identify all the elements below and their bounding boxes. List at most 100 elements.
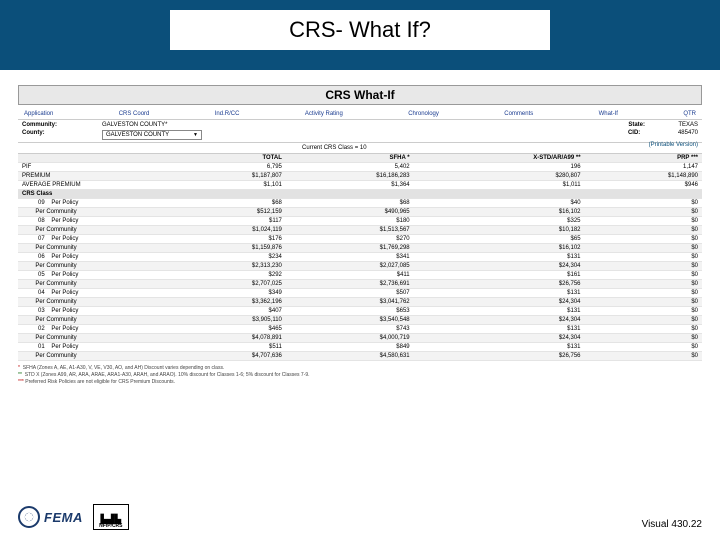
whatif-table: TOTALSFHA *X-STD/AR/A99 **PRP *** PIF6,7…: [18, 154, 702, 361]
county-label: County:: [22, 130, 82, 140]
tab-what-if[interactable]: What-If: [599, 111, 618, 117]
footnote-b: STD X (Zones A99, AR, ARA, ARAE, ARA1-A3…: [25, 372, 310, 378]
cell: $653: [286, 307, 414, 316]
cell: $161: [414, 271, 585, 280]
skyline-icon: ▙▟▙: [94, 515, 128, 523]
cell: 1,147: [585, 163, 702, 172]
current-class-line: Current CRS Class = 10: [18, 142, 702, 154]
cell: $1,159,876: [168, 244, 285, 253]
cell: $68: [168, 199, 285, 208]
cell: $180: [286, 217, 414, 226]
cell: $349: [168, 289, 285, 298]
cell: $16,102: [414, 208, 585, 217]
summary-row: AVERAGE PREMIUM$1,101$1,364$1,011$946: [18, 181, 702, 190]
tab-ind-r-cc[interactable]: Ind.R/CC: [215, 111, 240, 117]
cell: $131: [414, 343, 585, 352]
class-cell: 09 Per Policy: [18, 199, 168, 208]
cid-label: CID:: [628, 130, 658, 140]
content-area: CRS What-If Application CRS Coord Ind.R/CC…: [18, 85, 702, 480]
table-row: Per Community$512,159$490,965$16,102$0: [18, 208, 702, 217]
table-row: Per Community$4,078,891$4,000,719$24,304…: [18, 334, 702, 343]
cell: $0: [585, 235, 702, 244]
cell: $849: [286, 343, 414, 352]
empty-cell: Per Community: [18, 208, 168, 217]
cell: $1,024,119: [168, 226, 285, 235]
cell: $0: [585, 280, 702, 289]
empty-cell: Per Community: [18, 262, 168, 271]
title-track: CRS- What If?: [170, 10, 550, 50]
title-bar: CRS- What If?: [0, 0, 720, 70]
cell: $0: [585, 325, 702, 334]
cell: $743: [286, 325, 414, 334]
table-row: Per Community$3,905,110$3,540,548$24,304…: [18, 316, 702, 325]
table-row: 07 Per Policy$176$270$65$0: [18, 235, 702, 244]
cell: $24,304: [414, 334, 585, 343]
cell: $1,513,567: [286, 226, 414, 235]
cell: $2,027,085: [286, 262, 414, 271]
county-row: County: GALVESTON COUNTY ▼ CID: 485470: [18, 130, 702, 142]
summary-row: PIF6,7955,4021961,147: [18, 163, 702, 172]
cell: $117: [168, 217, 285, 226]
tab-activity-rating[interactable]: Activity Rating: [305, 111, 343, 117]
cell: $4,078,891: [168, 334, 285, 343]
empty-cell: Per Community: [18, 352, 168, 361]
cell: $176: [168, 235, 285, 244]
fema-text: FEMA: [44, 510, 83, 525]
logos: FEMA ▙▟▙ NFIP/CRS: [18, 504, 129, 530]
cell: $0: [585, 334, 702, 343]
table-row: 06 Per Policy$234$341$131$0: [18, 253, 702, 262]
nfip-logo: ▙▟▙ NFIP/CRS: [93, 504, 129, 530]
county-dropdown[interactable]: GALVESTON COUNTY ▼: [102, 130, 202, 140]
community-value: GALVESTON COUNTY*: [102, 122, 222, 128]
cell: $234: [168, 253, 285, 262]
cell: $2,707,025: [168, 280, 285, 289]
tab-qtr[interactable]: QTR: [683, 111, 696, 117]
class-cell: 07 Per Policy: [18, 235, 168, 244]
class-cell: 06 Per Policy: [18, 253, 168, 262]
cell: $0: [585, 208, 702, 217]
footnote-a: SFHA (Zones A, AE, A1-A30, V, VE, V30, A…: [23, 365, 225, 371]
cell: $1,101: [168, 181, 285, 190]
cell: 196: [414, 163, 585, 172]
cell: $24,304: [414, 262, 585, 271]
row-label: PREMIUM: [18, 172, 168, 181]
cell: 6,795: [168, 163, 285, 172]
empty-cell: Per Community: [18, 280, 168, 289]
cell: $1,187,807: [168, 172, 285, 181]
community-label: Community:: [22, 122, 82, 128]
tab-application[interactable]: Application: [24, 111, 53, 117]
printable-link[interactable]: (Printable Version): [649, 142, 698, 148]
tab-comments[interactable]: Comments: [504, 111, 533, 117]
cell: $3,905,110: [168, 316, 285, 325]
tab-crs-coord[interactable]: CRS Coord: [119, 111, 150, 117]
cell: $407: [168, 307, 285, 316]
cell: $4,580,631: [286, 352, 414, 361]
empty-cell: Per Community: [18, 226, 168, 235]
empty-cell: Per Community: [18, 244, 168, 253]
cell: $270: [286, 235, 414, 244]
cell: $0: [585, 316, 702, 325]
cell: $65: [414, 235, 585, 244]
cell: $280,807: [414, 172, 585, 181]
column-header: SFHA *: [286, 154, 414, 163]
cell: $0: [585, 226, 702, 235]
footnote-c: Preferred Risk Policies are not eligible…: [25, 379, 175, 385]
cell: $946: [585, 181, 702, 190]
table-row: 04 Per Policy$349$507$131$0: [18, 289, 702, 298]
cell: $24,304: [414, 298, 585, 307]
column-header: PRP ***: [585, 154, 702, 163]
cell: $0: [585, 289, 702, 298]
cell: $1,769,298: [286, 244, 414, 253]
cell: $0: [585, 262, 702, 271]
state-label: State:: [628, 122, 658, 128]
cell: $341: [286, 253, 414, 262]
panel-heading: CRS What-If: [18, 85, 702, 105]
cell: $0: [585, 217, 702, 226]
cell: $2,313,230: [168, 262, 285, 271]
cell: $3,041,762: [286, 298, 414, 307]
cell: $131: [414, 289, 585, 298]
cell: $465: [168, 325, 285, 334]
tab-chronology[interactable]: Chronology: [408, 111, 439, 117]
table-row: Per Community$1,159,876$1,769,298$16,102…: [18, 244, 702, 253]
cell: 5,402: [286, 163, 414, 172]
